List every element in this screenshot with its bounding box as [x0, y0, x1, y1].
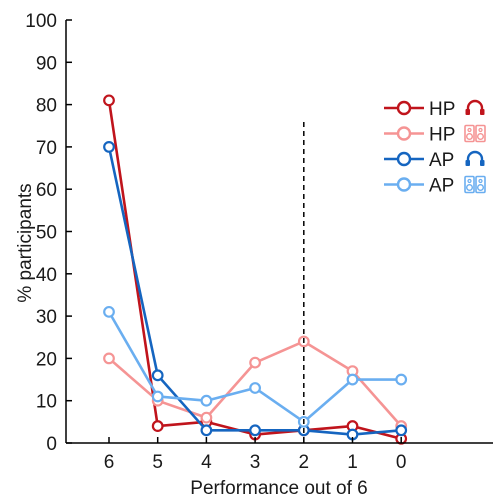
y-tick-label: 0 [46, 434, 57, 455]
x-axis-title: Performance out of 6 [190, 478, 367, 499]
speaker-right [475, 124, 486, 143]
y-tick-label: 10 [36, 392, 57, 413]
tweeter [478, 127, 483, 133]
woofer [466, 132, 474, 140]
y-axis-title: % participants [15, 183, 36, 302]
speaker-left [464, 124, 475, 143]
legend-label: AP [429, 176, 454, 197]
data-point [103, 305, 115, 318]
legend: HP HP AP AP [384, 99, 486, 197]
y-tick-label: 90 [36, 53, 57, 74]
data-point [151, 420, 164, 432]
data-point [395, 424, 408, 437]
x-tick-label: 1 [347, 452, 358, 473]
data-point [249, 382, 262, 394]
data-point [151, 390, 164, 403]
y-tick-label: 20 [36, 349, 57, 370]
x-tick-label: 6 [104, 452, 115, 473]
legend-marker [396, 151, 412, 167]
legend-label: HP [429, 99, 455, 120]
y-tick-label: 70 [36, 138, 57, 159]
y-tick-label: 50 [36, 223, 57, 244]
data-point [103, 352, 115, 365]
speaker-left [464, 175, 475, 194]
series-3 [103, 305, 408, 428]
data-point [200, 411, 213, 424]
legend-marker [396, 177, 412, 192]
data-point [200, 394, 213, 407]
speakers-icon [464, 124, 486, 143]
legend-label: HP [429, 125, 455, 146]
x-tick-label: 3 [250, 452, 261, 473]
woofer [466, 183, 474, 191]
speaker-box [475, 175, 486, 194]
headband [466, 150, 484, 164]
y-tick-label: 30 [36, 307, 57, 328]
ear-cup-right [480, 109, 485, 115]
x-tick-label: 2 [299, 452, 310, 473]
data-point [395, 373, 408, 386]
y-tick-label: 100 [25, 11, 57, 32]
data-point [200, 424, 213, 437]
data-point [346, 373, 359, 386]
data-point [249, 356, 262, 369]
tweeter [467, 127, 472, 133]
y-tick-label: 40 [36, 265, 57, 286]
tweeter [478, 178, 483, 184]
y-tick-label: 80 [36, 96, 57, 117]
headband [466, 99, 484, 113]
speaker-box [475, 124, 486, 143]
series-layer [103, 94, 408, 445]
legend-marker [396, 126, 412, 141]
y-tick-label: 60 [36, 180, 57, 201]
data-point [103, 94, 115, 107]
woofer [477, 132, 485, 140]
data-point [249, 424, 262, 437]
headphones-icon [465, 150, 485, 166]
x-tick-label: 5 [152, 452, 163, 473]
data-point [151, 369, 164, 382]
speaker-box [464, 124, 475, 143]
legend-item-1: HP [384, 124, 486, 146]
headphones-icon [465, 99, 485, 115]
x-tick-label: 4 [201, 452, 212, 473]
ear-cup-left [465, 109, 470, 115]
x-tick-label: 0 [396, 452, 407, 473]
legend-item-0: HP [384, 99, 485, 120]
speakers-icon [464, 175, 486, 194]
legend-marker [396, 100, 412, 116]
woofer [477, 183, 485, 191]
ear-cup-right [480, 160, 485, 166]
data-point [103, 140, 115, 153]
legend-item-2: AP [384, 150, 485, 171]
legend-item-3: AP [384, 175, 486, 197]
speaker-box [464, 175, 475, 194]
ear-cup-left [465, 160, 470, 166]
series-2 [103, 140, 408, 441]
legend-label: AP [429, 150, 454, 171]
speaker-right [475, 175, 486, 194]
tweeter [467, 178, 472, 184]
